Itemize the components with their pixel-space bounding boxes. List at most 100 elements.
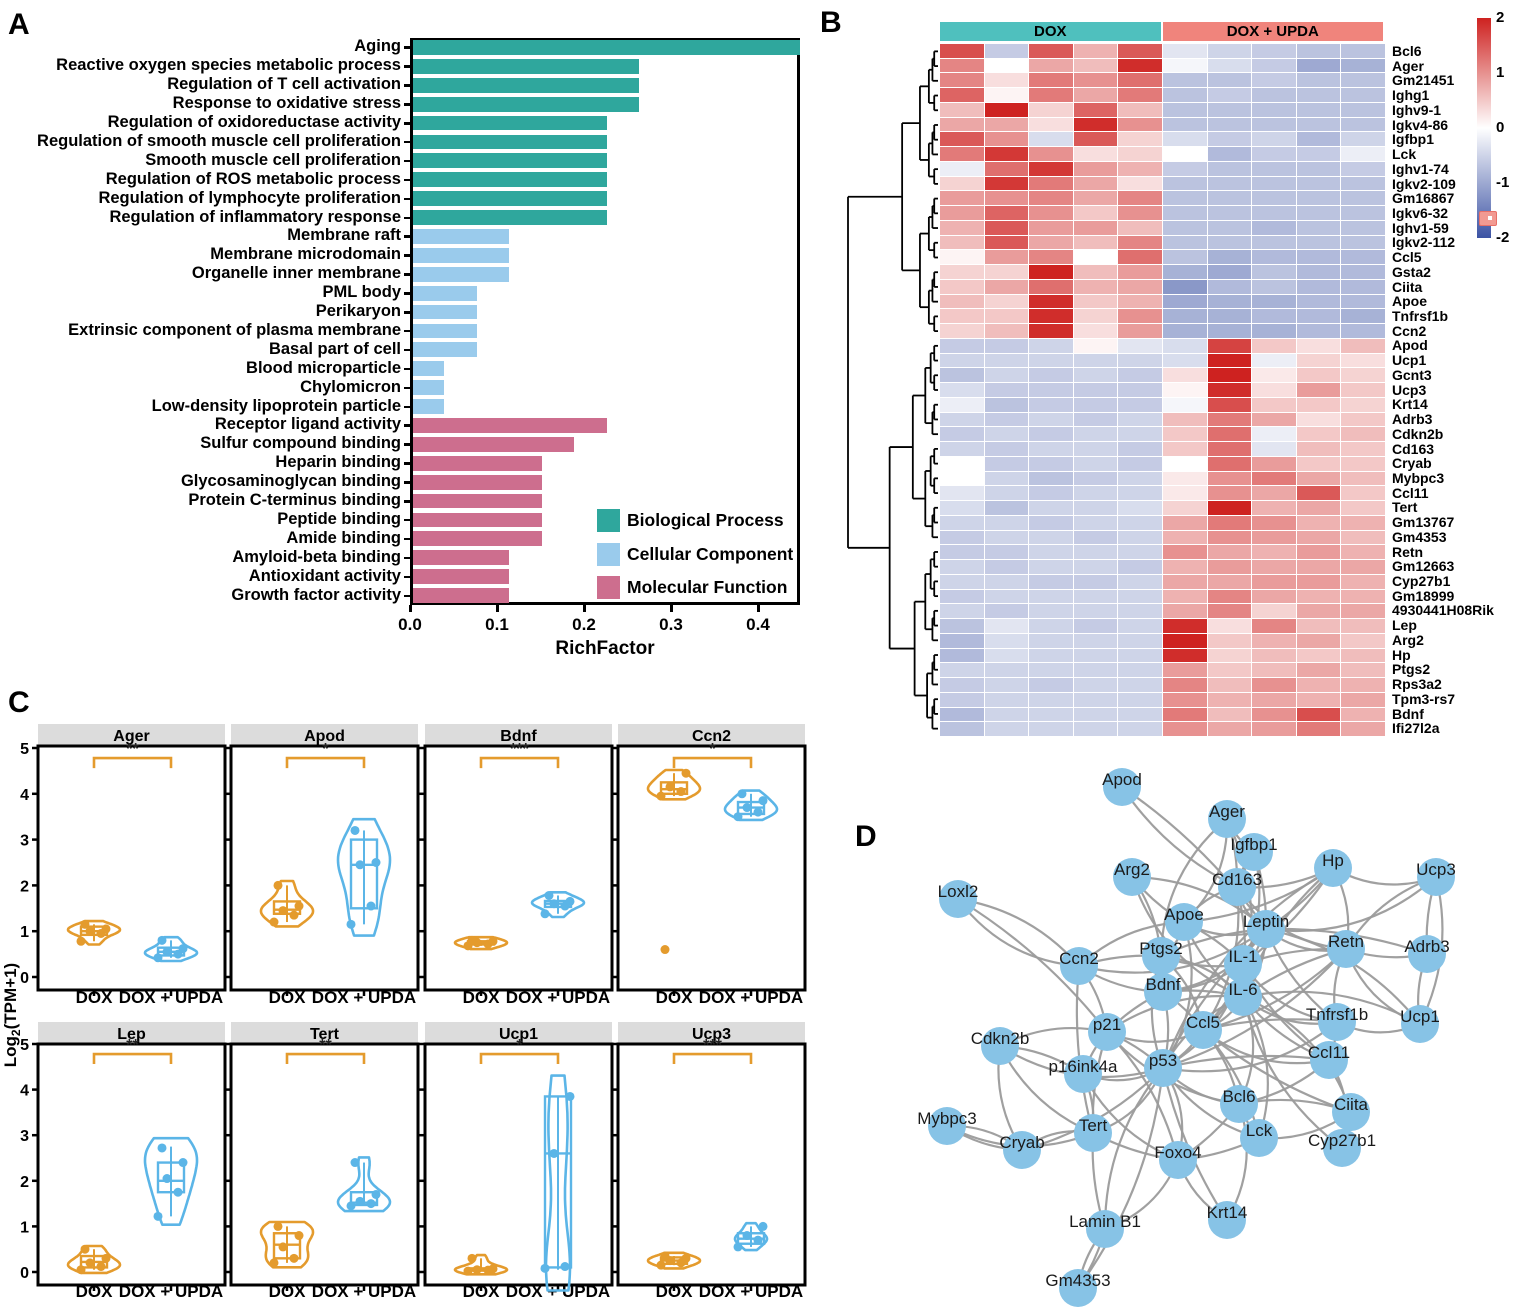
violin-outline	[733, 1221, 769, 1252]
gene-label: Ighv9-1	[1392, 101, 1442, 118]
heatmap-cell	[1252, 338, 1296, 353]
heatmap-cell	[1162, 88, 1207, 102]
data-point	[80, 1244, 90, 1254]
data-point	[540, 909, 550, 919]
panel-c-label: C	[8, 686, 30, 719]
data-point	[681, 1253, 691, 1263]
y-tick-label: 2	[20, 1174, 29, 1191]
heatmap-cell	[1252, 486, 1296, 501]
network-edge	[1202, 1029, 1352, 1114]
y-tick-label: 0	[20, 1265, 29, 1282]
x-tick-label: DOX	[656, 1282, 694, 1301]
heatmap-cell	[1341, 176, 1385, 191]
facet-title: Lep	[117, 1026, 146, 1043]
network-node	[1208, 800, 1246, 838]
gene-label: Tnfrsf1b	[1392, 308, 1448, 325]
gene-label: Lck	[1392, 146, 1417, 163]
heatmap-cell	[1118, 501, 1162, 515]
legend-label: Molecular Function	[627, 577, 788, 597]
gene-label: Ucp1	[1392, 352, 1427, 369]
heatmap-cell	[1162, 412, 1207, 427]
bar-category-label: Membrane raft	[287, 226, 401, 245]
heatmap-cell	[1207, 412, 1252, 427]
bar-category-label: Regulation of lymphocyte proliferation	[98, 188, 401, 207]
heatmap-cell	[1296, 633, 1341, 648]
data-point	[355, 1196, 365, 1206]
significance-label: *	[709, 741, 716, 758]
heatmap-cell	[1162, 220, 1207, 235]
significance-bracket	[479, 756, 560, 769]
y-axis-tick	[404, 254, 410, 257]
heatmap-grid	[940, 44, 1385, 736]
heatmap-cell	[940, 176, 984, 191]
heatmap-cell	[1341, 442, 1385, 456]
network-node	[1144, 973, 1182, 1011]
heatmap-cell	[1118, 427, 1162, 442]
y-axis-tick	[404, 197, 410, 201]
network-node	[1218, 868, 1256, 906]
heatmap-cell	[1341, 633, 1385, 648]
data-point	[85, 926, 95, 936]
bar	[413, 512, 542, 528]
data-point	[549, 899, 559, 909]
heatmap-cell	[1118, 44, 1162, 58]
heatmap-cell	[1252, 471, 1296, 486]
x-tick-label: DOX	[463, 988, 501, 1007]
network-node	[1401, 1005, 1439, 1043]
heatmap-cell	[1073, 102, 1118, 117]
data-point	[676, 787, 686, 797]
y-tick-label: 2	[20, 878, 29, 895]
data-point	[278, 1242, 288, 1252]
violin-outline	[336, 1156, 392, 1213]
network-node	[939, 880, 977, 918]
heatmap-cell	[1162, 147, 1207, 161]
gene-label: Ager	[1392, 57, 1424, 74]
network-node-label: Foxo4	[1154, 1143, 1201, 1162]
heatmap-cell	[1162, 486, 1207, 501]
heatmap-cell	[1073, 678, 1118, 692]
network-node	[1235, 833, 1273, 871]
heatmap-cell	[1029, 589, 1073, 604]
heatmap-cell	[1029, 368, 1073, 383]
y-axis-tick	[404, 140, 410, 144]
heatmap-cell	[940, 58, 984, 73]
heatmap-cell	[1341, 338, 1385, 353]
network-edge	[1103, 1067, 1164, 1230]
heatmap-cell	[984, 309, 1029, 324]
heatmap-cell	[1118, 545, 1162, 560]
heatmap-cell	[1252, 456, 1296, 471]
heatmap-cell	[1073, 353, 1118, 368]
y-axis-tick	[404, 84, 410, 87]
x-tick-label: DOX + UPDA	[699, 1282, 803, 1301]
heatmap-cell	[1341, 191, 1385, 206]
heatmap-cell	[940, 442, 984, 456]
bar	[413, 77, 640, 93]
gene-label: Cdkn2b	[1392, 425, 1444, 442]
facet-title: Ucp1	[499, 1026, 538, 1043]
facet-panel	[229, 1042, 420, 1287]
heatmap-cell	[1207, 530, 1252, 545]
bar-category-label: Reactive oxygen species metabolic proces…	[56, 56, 401, 75]
heatmap-cell	[1207, 722, 1252, 736]
network-node	[1086, 1210, 1124, 1248]
gene-label: Gm12663	[1392, 558, 1455, 575]
significance-label: ***	[510, 741, 529, 758]
heatmap-cell	[984, 412, 1029, 427]
heatmap-cell	[940, 220, 984, 235]
facet-strip	[425, 1022, 612, 1044]
heatmap-cell	[940, 383, 984, 397]
bar-category-label: Receptor ligand activity	[214, 415, 401, 434]
column-group-header: DOX	[940, 22, 1161, 41]
x-axis-tick	[756, 605, 760, 612]
heatmap-cell	[940, 663, 984, 678]
heatmap-cell	[1296, 161, 1341, 176]
heatmap-cell	[1029, 147, 1073, 161]
heatmap-cell	[1207, 265, 1252, 279]
legend-label: Biological Process	[627, 510, 784, 530]
significance-label: **	[126, 1037, 139, 1054]
heatmap-cell	[1029, 235, 1073, 250]
significance-bracket	[479, 1052, 560, 1065]
heatmap-cell	[1296, 412, 1341, 427]
heatmap-cell	[1118, 530, 1162, 545]
x-tick-label: DOX + UPDA	[312, 1282, 416, 1301]
